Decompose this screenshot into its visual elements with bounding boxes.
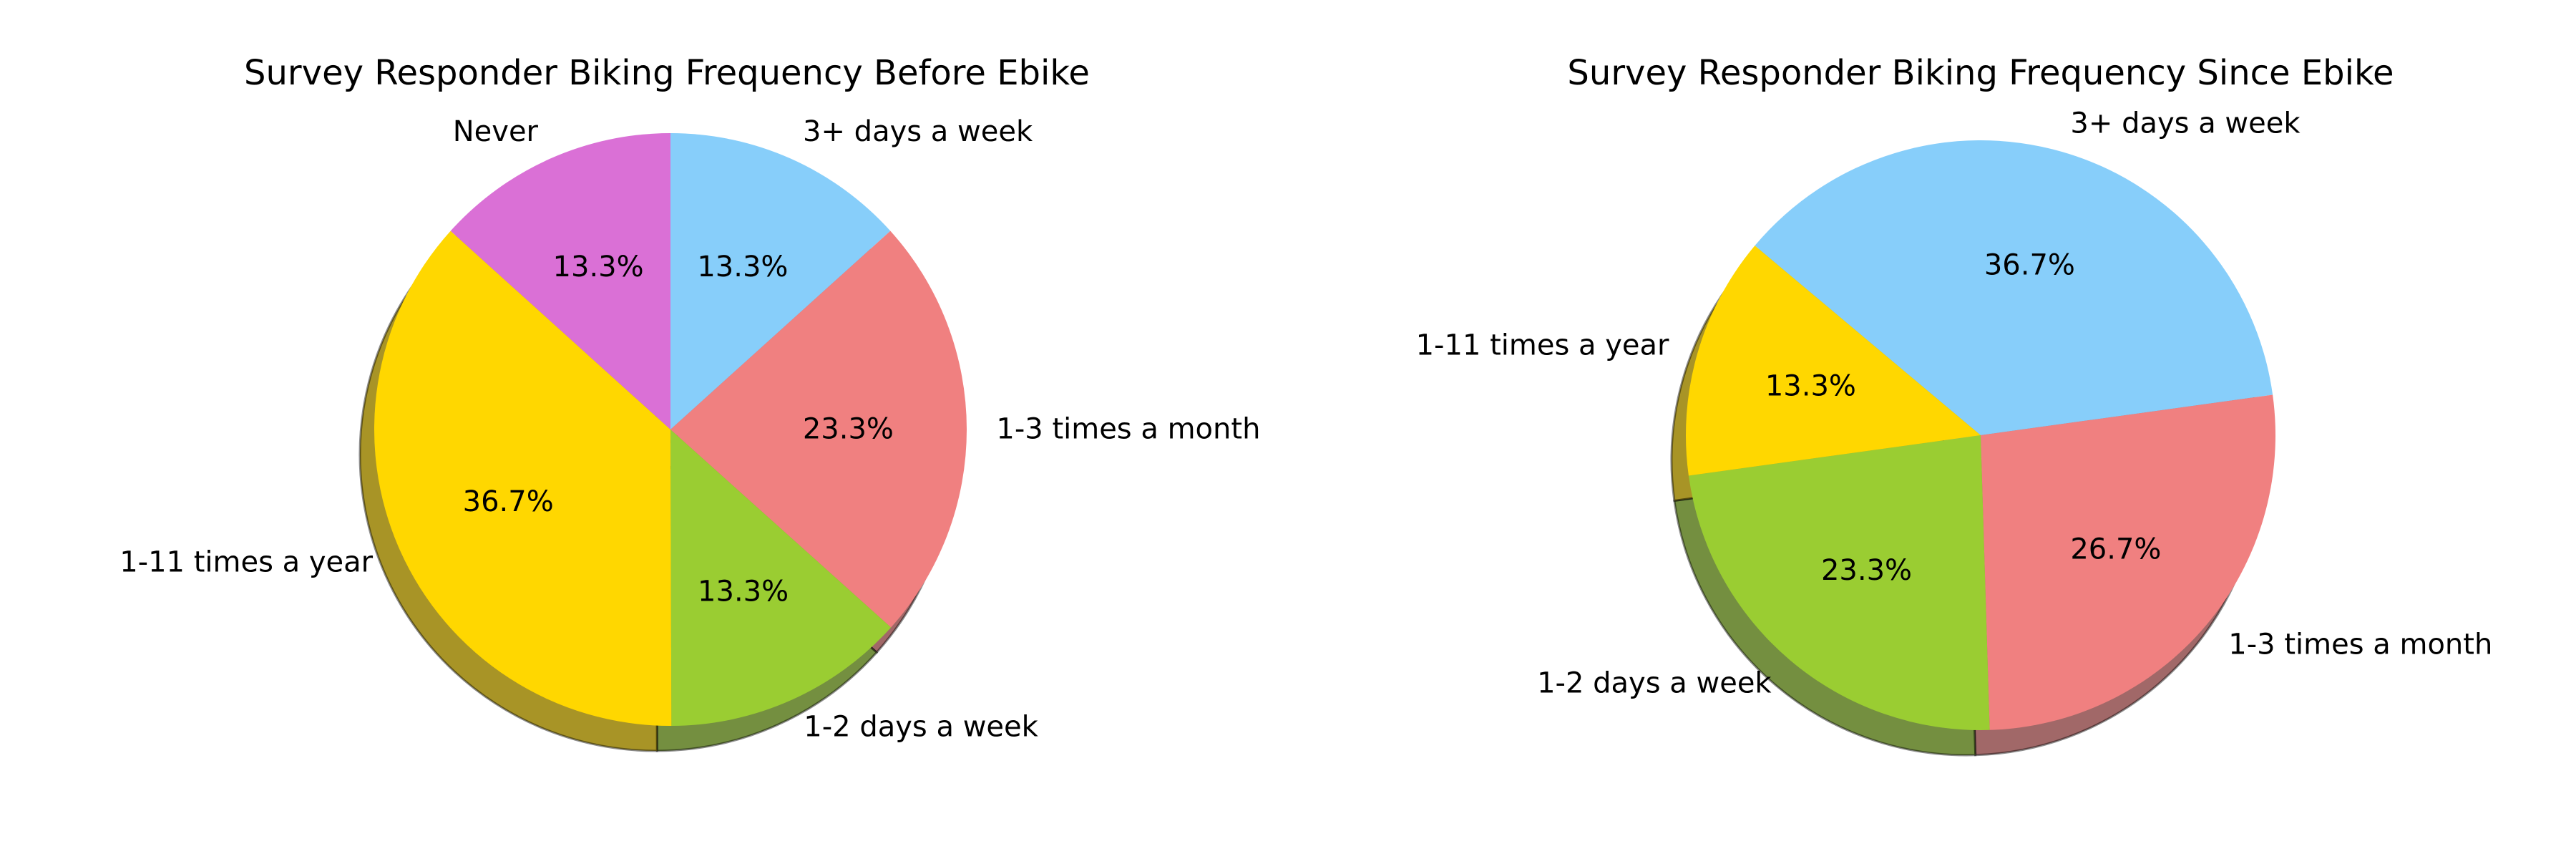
- pie-category-label-3-days-a-week: 3+ days a week: [2070, 107, 2301, 140]
- pie-category-label-1-3-times-a-month: 1-3 times a month: [996, 412, 1260, 445]
- pie-slice-3-days-a-week: [1755, 140, 2273, 436]
- pie-category-label-3-days-a-week: 3+ days a week: [803, 115, 1033, 148]
- pie-slice-3-days-a-week: [670, 133, 891, 430]
- pie-pct-label-1-2-days-a-week: 13.3%: [698, 576, 789, 608]
- chart-title-before: Survey Responder Biking Frequency Before…: [244, 53, 1090, 93]
- pie-labels-before: 13.3% 3+ days a week 23.3% 1-3 times a mont…: [119, 115, 1260, 744]
- pie-category-label-1-2-days-a-week: 1-2 days a week: [1537, 666, 1772, 699]
- pie-slice-never: [450, 133, 670, 430]
- pie-category-label-never: Never: [453, 115, 539, 148]
- pie-pct-label-1-11-times-a-year: 36.7%: [463, 485, 554, 518]
- pie-category-label-1-11-times-a-year: 1-11 times a year: [119, 546, 373, 579]
- pie-category-label-1-3-times-a-month: 1-3 times a month: [2228, 628, 2492, 661]
- pie-slices-since: [1686, 140, 2276, 731]
- pie-slice-1-3-times-a-month: [1981, 394, 2276, 730]
- pie-pct-label-1-2-days-a-week: 23.3%: [1821, 554, 1912, 587]
- pie-pct-label-never: 13.3%: [553, 251, 644, 283]
- pie-chart-before: Survey Responder Biking Frequency Before…: [119, 53, 1260, 752]
- pie-labels-since: 36.7% 3+ days a week 26.7% 1-3 times a mont…: [1416, 107, 2493, 700]
- pie-slice-1-3-times-a-month: [670, 230, 967, 628]
- pie-pct-label-1-3-times-a-month: 23.3%: [803, 413, 894, 446]
- pie-slice-1-11-times-a-year: [1686, 246, 1981, 476]
- pie-slice-1-11-times-a-year: [374, 230, 672, 727]
- pie-slice-1-2-days-a-week: [1688, 435, 1990, 731]
- pie-slice-1-2-days-a-week: [670, 430, 892, 726]
- pie-slices-before: [374, 133, 967, 727]
- pie-pct-label-3-days-a-week: 36.7%: [1984, 248, 2075, 281]
- pie-category-label-1-11-times-a-year: 1-11 times a year: [1416, 329, 1669, 362]
- pie-pct-label-3-days-a-week: 13.3%: [697, 251, 788, 283]
- pie-chart-since: Survey Responder Biking Frequency Since …: [1416, 53, 2493, 757]
- pie-category-label-1-2-days-a-week: 1-2 days a week: [804, 711, 1038, 744]
- pie-pct-label-1-3-times-a-month: 26.7%: [2070, 533, 2161, 566]
- chart-title-since: Survey Responder Biking Frequency Since …: [1567, 53, 2394, 93]
- pie-pct-label-1-11-times-a-year: 13.3%: [1765, 370, 1856, 403]
